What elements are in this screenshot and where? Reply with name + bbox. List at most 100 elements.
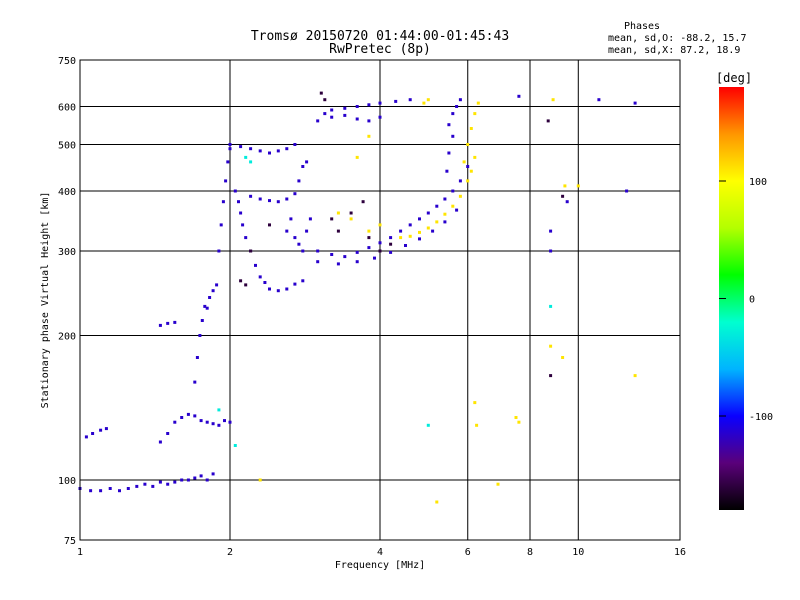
data-point <box>451 134 455 138</box>
data-point <box>378 249 382 253</box>
grid-lines <box>80 60 680 540</box>
data-point <box>418 237 421 241</box>
data-point <box>99 489 103 493</box>
data-point <box>293 192 297 196</box>
data-point <box>203 304 207 308</box>
data-point <box>378 101 382 105</box>
data-point <box>361 200 365 204</box>
data-point <box>205 478 209 482</box>
data-point <box>293 282 297 286</box>
data-point <box>211 422 215 426</box>
data-point <box>517 420 521 424</box>
data-point <box>173 320 177 324</box>
y-tick-label: 300 <box>58 247 76 258</box>
data-point <box>301 165 305 168</box>
data-point <box>330 108 334 112</box>
data-point <box>426 423 430 427</box>
data-point <box>549 249 553 253</box>
data-point <box>563 184 567 188</box>
data-point <box>200 319 204 322</box>
y-tick-label: 750 <box>58 56 76 67</box>
data-point <box>466 165 470 168</box>
data-point <box>431 229 435 233</box>
y-tick-label: 200 <box>58 332 76 343</box>
data-point <box>378 223 382 227</box>
data-point <box>451 112 455 116</box>
chart-subtitle: RwPretec (8p) <box>329 42 431 57</box>
x-tick-label: 2 <box>227 547 233 558</box>
data-point <box>285 229 289 233</box>
data-point <box>233 444 237 447</box>
data-point <box>180 478 184 482</box>
data-point <box>180 416 184 419</box>
data-point <box>316 119 320 123</box>
data-point <box>199 474 203 478</box>
data-point <box>561 194 565 198</box>
data-point <box>349 217 353 221</box>
data-point <box>316 249 320 253</box>
data-point <box>195 356 199 359</box>
data-point <box>466 143 470 146</box>
data-point <box>336 262 340 266</box>
data-point <box>285 147 289 151</box>
data-point <box>166 321 170 325</box>
data-point <box>408 234 412 238</box>
data-point <box>323 98 327 102</box>
y-tick-label: 500 <box>58 141 76 152</box>
data-point <box>305 160 309 164</box>
data-point <box>473 155 477 159</box>
data-point <box>205 306 209 310</box>
data-point <box>473 112 477 116</box>
data-point <box>625 189 629 193</box>
data-point <box>355 250 359 254</box>
data-point <box>228 143 232 146</box>
data-point <box>199 419 203 423</box>
data-point <box>343 106 347 110</box>
data-point <box>466 179 470 183</box>
data-point <box>244 283 248 287</box>
data-point <box>249 249 253 253</box>
data-point <box>268 287 271 291</box>
colorbar-tick-label: 0 <box>749 295 755 306</box>
data-point <box>91 432 95 435</box>
x-tick-label: 10 <box>572 547 584 558</box>
data-point <box>293 143 297 146</box>
data-point <box>173 420 177 424</box>
data-point <box>597 98 601 102</box>
data-point <box>426 98 430 102</box>
data-point <box>249 194 253 198</box>
stats-line-o: mean, sd,O: -88.2, 15.7 <box>608 33 746 44</box>
stats-line-x: mean, sd,X: 87.2, 18.9 <box>608 45 740 56</box>
x-tick-label: 1 <box>77 547 83 558</box>
data-point <box>293 236 297 240</box>
y-tick-label: 400 <box>58 187 76 198</box>
data-point <box>241 223 245 227</box>
data-point <box>476 101 480 105</box>
data-point <box>285 197 289 201</box>
data-point <box>258 149 262 153</box>
data-point <box>373 256 376 260</box>
data-point <box>151 484 155 488</box>
data-point <box>301 249 305 253</box>
data-point <box>186 412 190 416</box>
data-point <box>451 189 455 193</box>
data-point <box>166 432 170 435</box>
data-point <box>276 289 280 293</box>
data-point <box>244 155 248 159</box>
y-tick-label: 100 <box>58 476 76 487</box>
data-point <box>258 275 262 279</box>
data-point <box>305 229 309 233</box>
data-point <box>367 246 371 250</box>
data-point <box>186 478 190 482</box>
data-point <box>198 334 202 337</box>
data-point <box>633 101 637 105</box>
data-point <box>215 283 219 287</box>
data-point <box>211 472 215 476</box>
data-point <box>323 112 327 116</box>
data-point <box>367 134 371 138</box>
data-point <box>319 91 323 95</box>
data-points <box>78 91 637 504</box>
data-point <box>455 105 459 108</box>
data-point <box>118 489 121 493</box>
